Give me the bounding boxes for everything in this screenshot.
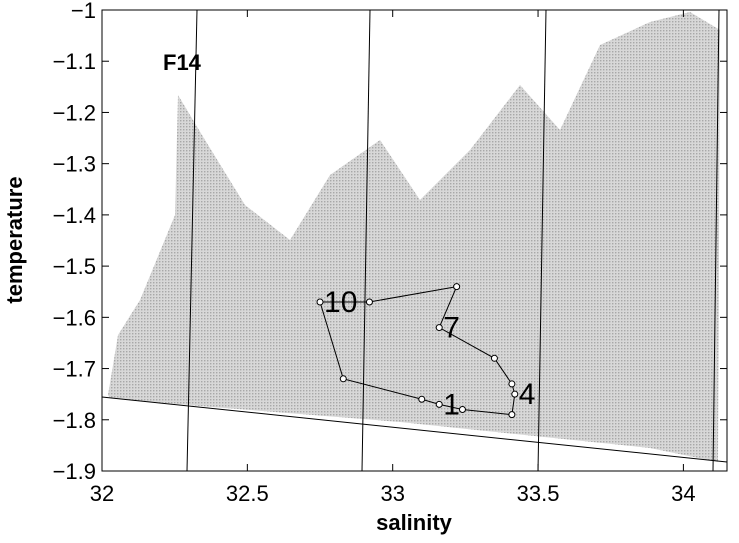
point (458, 406, 466, 414)
y-tick-label: −1.3 (53, 152, 96, 177)
x-tick-label: 33.5 (517, 481, 560, 506)
annotation: F14 (163, 50, 202, 75)
point-label: 7 (443, 312, 460, 345)
reference-lines (101, 9, 728, 472)
point (316, 298, 324, 306)
plot-frame (101, 9, 728, 472)
point-label: 10 (324, 286, 357, 319)
point (435, 324, 443, 332)
y-tick-label: −1.9 (53, 459, 96, 484)
y-tick-label: −1.4 (53, 203, 96, 228)
x-tick-label: 32 (90, 481, 114, 506)
y-tick-label: −1.2 (53, 100, 96, 125)
y-axis-label: temperature (2, 176, 27, 303)
point-label: 1 (443, 388, 460, 421)
x-tick-label: 32.5 (226, 481, 269, 506)
isopycnal (712, 9, 720, 472)
x-tick-label: 34 (671, 481, 695, 506)
point (490, 354, 498, 362)
freezing-line (101, 396, 728, 463)
point (511, 390, 519, 398)
scatter-cloud (108, 12, 720, 462)
point-label: 4 (519, 378, 536, 411)
y-tick-label: −1.6 (53, 305, 96, 330)
point (365, 298, 373, 306)
point (453, 283, 461, 291)
isopycnal (537, 9, 547, 472)
point (339, 375, 347, 383)
isopycnal (361, 9, 371, 472)
y-tick-label: −1.7 (53, 357, 96, 382)
y-tick-label: −1.5 (53, 254, 96, 279)
y-tick-label: −1.1 (53, 49, 96, 74)
point (435, 400, 443, 408)
y-tick-label: −1 (71, 0, 96, 23)
isopycnal (186, 9, 198, 472)
x-tick-label: 33 (380, 481, 404, 506)
x-axis-label: salinity (376, 510, 453, 535)
point (508, 411, 516, 419)
y-tick-label: −1.8 (53, 408, 96, 433)
point (418, 395, 426, 403)
point (508, 380, 516, 388)
